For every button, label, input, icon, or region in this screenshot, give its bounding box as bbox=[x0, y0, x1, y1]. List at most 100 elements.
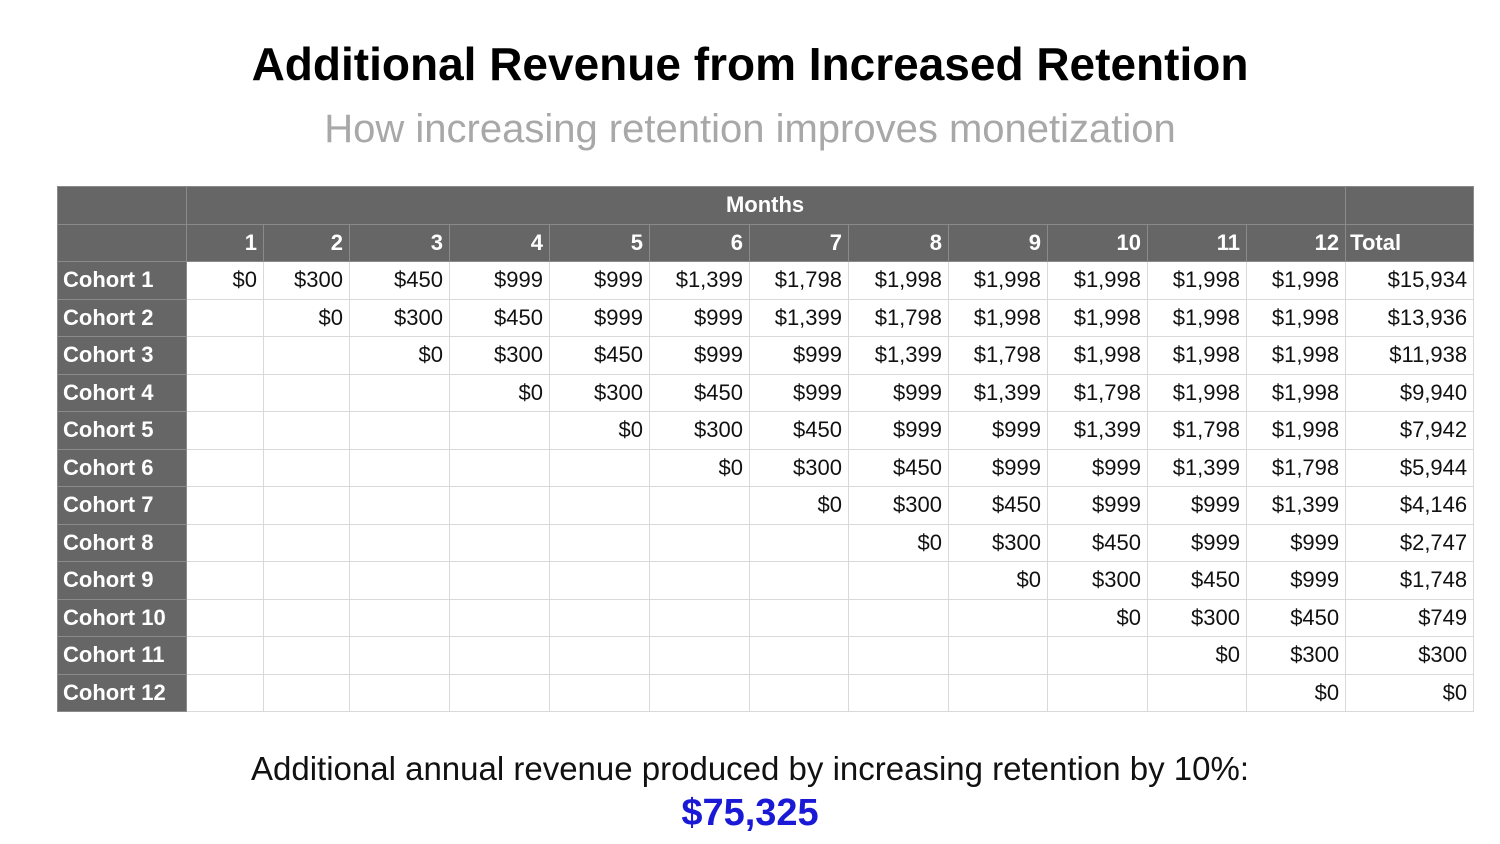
revenue-cell bbox=[263, 373, 350, 412]
total-cell: $7,942 bbox=[1345, 411, 1475, 450]
revenue-cell: $450 bbox=[848, 448, 949, 487]
revenue-cell: $1,998 bbox=[948, 298, 1048, 337]
revenue-cell: $1,998 bbox=[1245, 373, 1347, 412]
month-column-header: 10 bbox=[1047, 223, 1148, 262]
group-header-row: Months bbox=[57, 186, 1475, 225]
revenue-cell: $1,399 bbox=[1245, 486, 1347, 525]
revenue-cell: $1,798 bbox=[749, 261, 849, 300]
revenue-cell: $0 bbox=[848, 523, 949, 562]
table-row: Cohort 10 $0 $300 $450 $749 bbox=[57, 598, 1475, 637]
total-cell: $11,938 bbox=[1345, 336, 1475, 375]
revenue-cell bbox=[449, 523, 550, 562]
revenue-cell: $300 bbox=[1245, 636, 1347, 675]
revenue-cell bbox=[349, 373, 450, 412]
cohort-label: Cohort 2 bbox=[57, 298, 187, 337]
table-row: Cohort 9 $0 $300 $450 $999 $1,748 bbox=[57, 561, 1475, 600]
revenue-cell: $300 bbox=[1147, 598, 1247, 637]
month-column-header: 1 bbox=[186, 223, 264, 262]
total-cell: $1,748 bbox=[1345, 561, 1475, 600]
revenue-cell: $999 bbox=[848, 373, 949, 412]
revenue-cell: $1,798 bbox=[1047, 373, 1148, 412]
revenue-cell: $999 bbox=[948, 411, 1048, 450]
total-column-header: Total bbox=[1345, 223, 1475, 262]
revenue-cell: $999 bbox=[549, 261, 650, 300]
revenue-cell bbox=[349, 411, 450, 450]
table-row: Cohort 6 $0 $300 $450 $999 $999 $1,399 $1,798 $5… bbox=[57, 448, 1475, 487]
revenue-cell bbox=[186, 523, 264, 562]
revenue-cell bbox=[649, 561, 750, 600]
revenue-cell: $450 bbox=[948, 486, 1048, 525]
revenue-cell: $0 bbox=[948, 561, 1048, 600]
revenue-cell: $300 bbox=[1047, 561, 1148, 600]
table-row: Cohort 11 $0 $300 $300 bbox=[57, 636, 1475, 675]
revenue-cell: $1,998 bbox=[1047, 336, 1148, 375]
revenue-cell: $999 bbox=[848, 411, 949, 450]
revenue-cell bbox=[549, 448, 650, 487]
revenue-cell: $1,399 bbox=[649, 261, 750, 300]
revenue-cell bbox=[186, 673, 264, 712]
revenue-cell bbox=[948, 636, 1048, 675]
revenue-cell bbox=[848, 598, 949, 637]
cohort-label: Cohort 10 bbox=[57, 598, 187, 637]
cohort-label: Cohort 5 bbox=[57, 411, 187, 450]
table-row: Cohort 4 $0 $300 $450 $999 $999 $1,399 $1,798 $1… bbox=[57, 373, 1475, 412]
revenue-cell: $300 bbox=[349, 298, 450, 337]
revenue-cell bbox=[948, 673, 1048, 712]
revenue-cell: $0 bbox=[349, 336, 450, 375]
revenue-cell bbox=[349, 486, 450, 525]
revenue-cell bbox=[349, 561, 450, 600]
revenue-cell: $300 bbox=[749, 448, 849, 487]
revenue-cell: $999 bbox=[749, 373, 849, 412]
revenue-cell bbox=[649, 486, 750, 525]
revenue-cell bbox=[186, 636, 264, 675]
revenue-cell: $0 bbox=[1245, 673, 1347, 712]
total-cell: $15,934 bbox=[1345, 261, 1475, 300]
table-row: Cohort 12 $0 $0 bbox=[57, 673, 1475, 712]
month-column-header: 4 bbox=[449, 223, 550, 262]
revenue-cell: $1,998 bbox=[948, 261, 1048, 300]
revenue-cell: $999 bbox=[1245, 561, 1347, 600]
revenue-cell bbox=[449, 673, 550, 712]
revenue-cell: $0 bbox=[1047, 598, 1148, 637]
revenue-cell bbox=[649, 673, 750, 712]
revenue-cell bbox=[749, 673, 849, 712]
revenue-cell: $300 bbox=[449, 336, 550, 375]
table-row: Cohort 7 $0 $300 $450 $999 $999 $1,399 $4,146 bbox=[57, 486, 1475, 525]
revenue-cell bbox=[263, 448, 350, 487]
total-cell: $9,940 bbox=[1345, 373, 1475, 412]
revenue-cell: $1,998 bbox=[848, 261, 949, 300]
revenue-cell: $1,798 bbox=[948, 336, 1048, 375]
month-column-header: 11 bbox=[1147, 223, 1247, 262]
revenue-cell bbox=[449, 598, 550, 637]
revenue-cell bbox=[449, 448, 550, 487]
month-column-header: 3 bbox=[349, 223, 450, 262]
revenue-cell bbox=[649, 598, 750, 637]
revenue-cell: $450 bbox=[1047, 523, 1148, 562]
revenue-cell: $1,399 bbox=[948, 373, 1048, 412]
revenue-cell bbox=[263, 598, 350, 637]
revenue-cell: $1,998 bbox=[1245, 298, 1347, 337]
revenue-cell bbox=[749, 636, 849, 675]
revenue-cell bbox=[349, 636, 450, 675]
total-cell: $5,944 bbox=[1345, 448, 1475, 487]
revenue-cell: $0 bbox=[749, 486, 849, 525]
revenue-cell bbox=[263, 636, 350, 675]
revenue-cell bbox=[549, 636, 650, 675]
revenue-cell: $999 bbox=[649, 298, 750, 337]
revenue-cell bbox=[1047, 673, 1148, 712]
revenue-cell: $450 bbox=[1245, 598, 1347, 637]
revenue-cell: $1,399 bbox=[1147, 448, 1247, 487]
revenue-cell bbox=[263, 673, 350, 712]
revenue-cell: $0 bbox=[186, 261, 264, 300]
total-cell: $4,146 bbox=[1345, 486, 1475, 525]
revenue-cell bbox=[649, 636, 750, 675]
revenue-cell: $450 bbox=[1147, 561, 1247, 600]
revenue-cell: $0 bbox=[549, 411, 650, 450]
month-column-header: 6 bbox=[649, 223, 750, 262]
revenue-cell bbox=[749, 561, 849, 600]
revenue-cell bbox=[349, 523, 450, 562]
footer-description: Additional annual revenue produced by in… bbox=[250, 750, 1249, 787]
revenue-cell: $999 bbox=[1047, 486, 1148, 525]
revenue-cell: $300 bbox=[263, 261, 350, 300]
revenue-cell: $0 bbox=[449, 373, 550, 412]
